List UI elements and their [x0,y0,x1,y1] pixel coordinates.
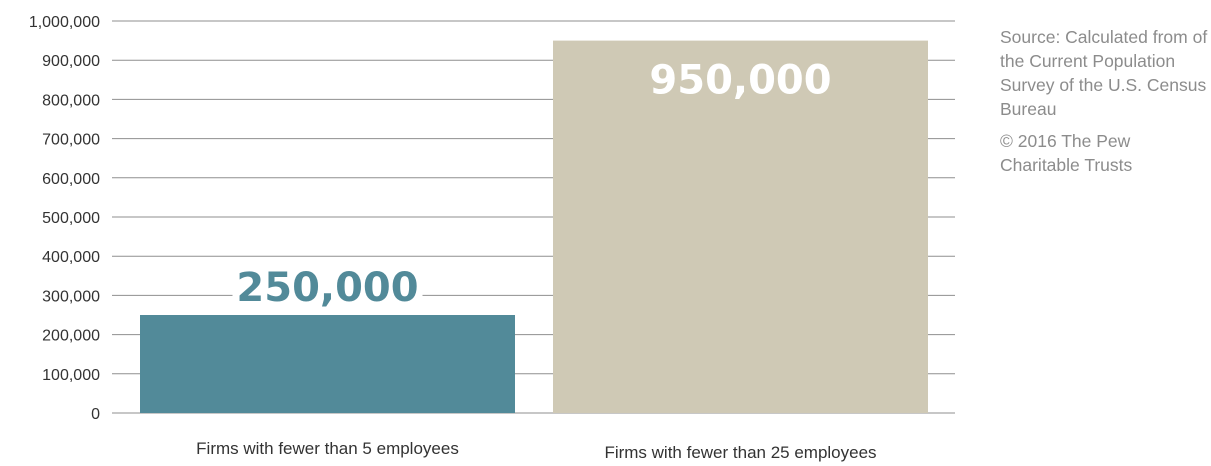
side-notes: Source: Calculated from of the Current P… [1000,25,1210,185]
data-labels: 250,000 950,000 [232,58,832,311]
chart-area: 0 100,000 200,000 300,000 400,000 500,000 600,… [29,14,955,462]
bar [553,40,928,413]
y-axis-tick-labels: 0 100,000 200,000 300,000 400,000 500,000 600,… [29,14,100,423]
y-tick-label: 0 [91,406,100,423]
y-tick-label: 900,000 [42,53,100,70]
y-tick-label: 700,000 [42,132,100,149]
category-label: Firms with fewer than 25 employees [604,443,876,462]
y-tick-label: 200,000 [42,328,100,345]
bars [140,40,928,413]
source-note: Source: Calculated from of the Current P… [1000,27,1208,119]
data-label-backing [232,261,423,307]
y-tick-label: 100,000 [42,367,100,384]
y-tick-label: 800,000 [42,92,100,109]
category-labels: Firms with fewer than 5 employees Firms w… [196,439,876,462]
bar [140,315,515,413]
bar-chart: 0 100,000 200,000 300,000 400,000 500,000 600,… [29,14,955,462]
data-label: 250,000 [236,265,418,311]
y-tick-label: 500,000 [42,210,100,227]
category-label: Firms with fewer than 5 employees [196,439,459,458]
y-tick-label: 1,000,000 [29,14,100,31]
y-tick-label: 400,000 [42,249,100,266]
y-tick-label: 600,000 [42,171,100,188]
data-label: 950,000 [649,58,831,104]
y-tick-label: 300,000 [42,288,100,305]
copyright-note: © 2016 The Pew Charitable Trusts [1000,131,1133,175]
